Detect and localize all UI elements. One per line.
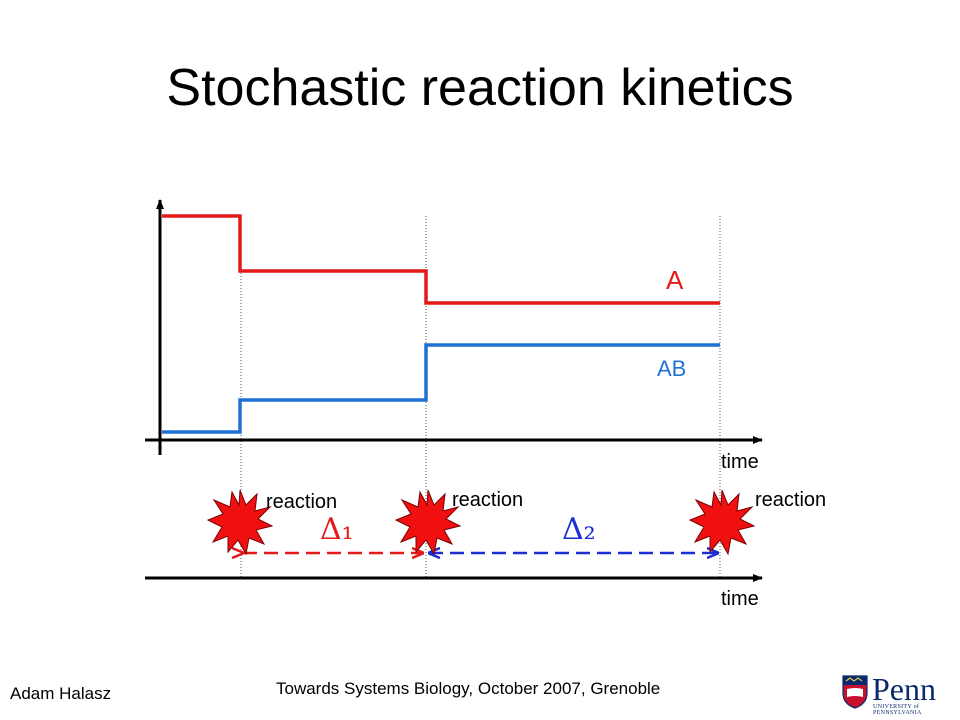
upper-time-label: time <box>721 451 759 473</box>
explosion-burst-icon <box>394 489 462 556</box>
series-ab-label: AB <box>657 356 687 381</box>
reaction-label-1: reaction <box>266 491 338 513</box>
explosion-burst-icon <box>688 489 756 556</box>
penn-logo-subtext: UNIVERSITY of PENNSYLVANIA <box>873 704 922 716</box>
series-a-label: A <box>666 265 684 295</box>
penn-logo-text: Penn <box>872 671 936 707</box>
delta2-label: Δ₂ <box>562 512 596 547</box>
slide-title: Stochastic reaction kinetics <box>166 59 794 117</box>
penn-shield-icon <box>842 675 868 709</box>
penn-logo: Penn UNIVERSITY of PENNSYLVANIA <box>842 671 950 716</box>
explosion-burst-icon <box>206 489 274 556</box>
reaction-label-2: reaction <box>452 489 524 511</box>
reaction-label-3: reaction <box>755 489 827 511</box>
series-a-trace <box>162 214 720 305</box>
lower-time-label: time <box>721 588 759 610</box>
footer-event: Towards Systems Biology, October 2007, G… <box>276 679 661 698</box>
delta1-label: Δ₁ <box>320 512 354 547</box>
footer-author: Adam Halasz <box>10 684 112 703</box>
series-ab-trace <box>162 343 720 434</box>
